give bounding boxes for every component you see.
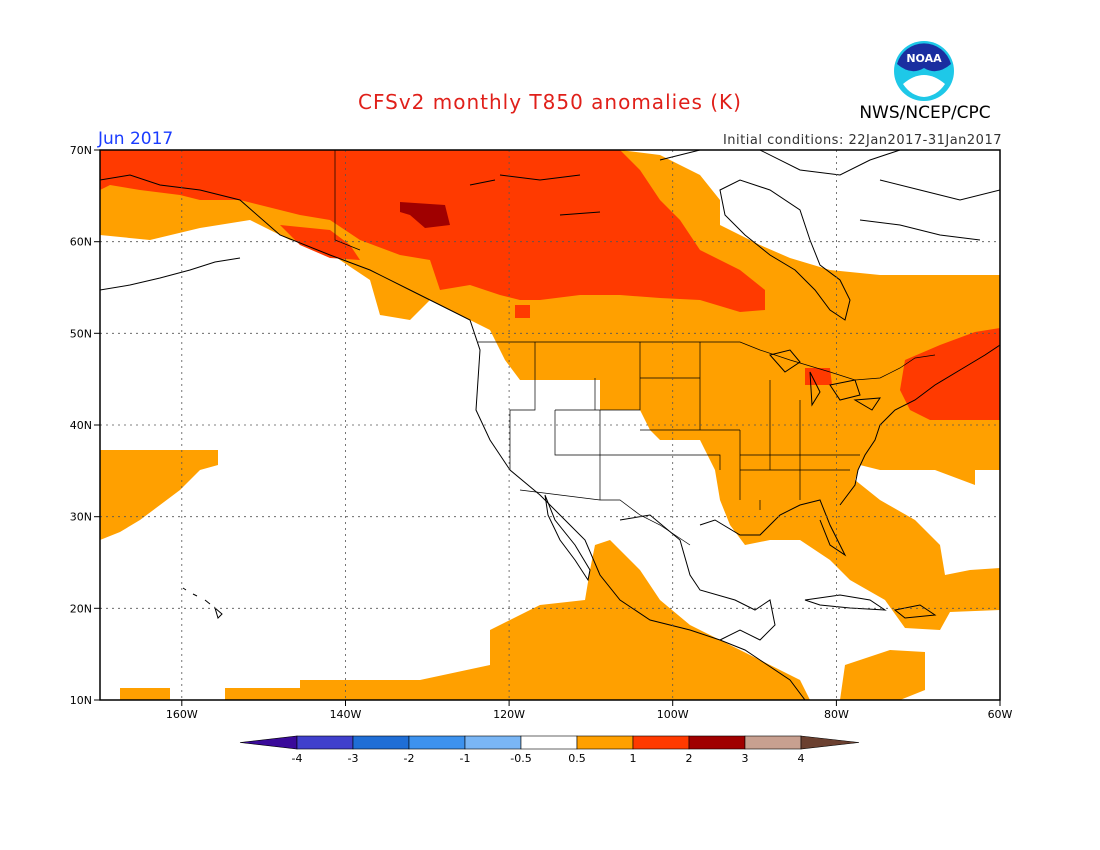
great-lakes: [769, 349, 881, 411]
lat-label: 40N: [70, 419, 92, 432]
colorbar-swatch: [352, 735, 410, 750]
alaska-border: [334, 150, 361, 251]
colorbar-swatch: [520, 735, 578, 750]
us-canada-border: [478, 341, 936, 381]
latitude-labels: 70N 60N 50N 40N 30N 20N 10N: [70, 144, 92, 707]
noaa-logo-text: NOAA: [906, 52, 942, 65]
lon-label: 60W: [988, 708, 1013, 721]
tick-marks: [94, 149, 1001, 706]
east-coast: [839, 344, 1000, 506]
west-coast: [100, 174, 806, 700]
anomaly-region-north-america-warm: [100, 150, 1000, 630]
gulf-coast: [619, 499, 847, 641]
anomaly-region-new-england-hot: [900, 328, 1000, 420]
baja-california: [544, 494, 591, 582]
us-state-lines: [509, 342, 860, 510]
hispaniola: [893, 604, 937, 619]
colorbar-tick-label: -0.5: [510, 752, 531, 765]
lat-label: 30N: [70, 511, 92, 524]
anomaly-region-yukon-very-hot: [400, 202, 450, 228]
colorbar-tick-label: -2: [404, 752, 415, 765]
colorbar-tick-label: 2: [686, 752, 693, 765]
colorbar-swatch: [408, 735, 466, 750]
aleutians: [100, 257, 241, 291]
lat-label: 10N: [70, 694, 92, 707]
colorbar-tick-label: -3: [348, 752, 359, 765]
graticule: [100, 150, 1000, 700]
anomaly-region-canada-hot: [100, 150, 765, 312]
colorbar: -4 -3 -2 -1 -0.5 0.5 1 2 3 4: [239, 735, 860, 765]
lat-label: 50N: [70, 327, 92, 340]
lon-label: 160W: [166, 708, 198, 721]
lon-label: 100W: [657, 708, 689, 721]
colorbar-swatch: [688, 735, 746, 750]
colorbar-arrow-low: [239, 735, 298, 750]
us-mexico-border: [519, 489, 691, 546]
anomaly-region-south-pacific-warm: [120, 688, 300, 700]
colorbar-arrow-high: [800, 735, 860, 750]
colorbar-tick-label: 0.5: [568, 752, 586, 765]
colorbar-tick-label: 3: [742, 752, 749, 765]
colorbar-tick-label: 1: [630, 752, 637, 765]
initial-conditions-label: Initial conditions: 22Jan2017-31Jan2017: [722, 133, 1002, 148]
arctic-islands: [469, 150, 1000, 241]
lat-label: 60N: [70, 236, 92, 249]
anomaly-region-caribbean-warm: [840, 650, 925, 700]
colorbar-tick-label: -1: [460, 752, 471, 765]
hawaii: [182, 587, 223, 619]
noaa-logo: NOAA: [894, 41, 954, 101]
colorbar-tick-label: -4: [292, 752, 303, 765]
colorbar-swatch: [744, 735, 802, 750]
colorbar-swatch: [576, 735, 634, 750]
map-title: CFSv2 monthly T850 anomalies (K): [358, 90, 742, 114]
anomaly-region-mexico-warm: [300, 540, 810, 700]
coastlines: [100, 150, 1000, 700]
colorbar-swatch: [632, 735, 690, 750]
colorbar-swatch: [464, 735, 522, 750]
longitude-labels: 160W 140W 120W 100W 80W 60W: [166, 708, 1013, 721]
lat-label: 20N: [70, 602, 92, 615]
valid-month-label: Jun 2017: [98, 129, 174, 149]
hudson-bay: [719, 179, 851, 321]
lon-label: 140W: [330, 708, 362, 721]
colorbar-tick-label: 4: [798, 752, 805, 765]
lon-label: 120W: [493, 708, 525, 721]
colorbar-swatch: [296, 735, 354, 750]
political-borders: [334, 150, 936, 546]
lon-label: 80W: [824, 708, 849, 721]
anomaly-region-alaska-hot: [280, 225, 360, 260]
lat-label: 70N: [70, 144, 92, 157]
cuba: [804, 594, 887, 611]
anomaly-region-central-pacific-warm: [100, 450, 218, 540]
agency-label: NWS/NCEP/CPC: [859, 103, 991, 123]
